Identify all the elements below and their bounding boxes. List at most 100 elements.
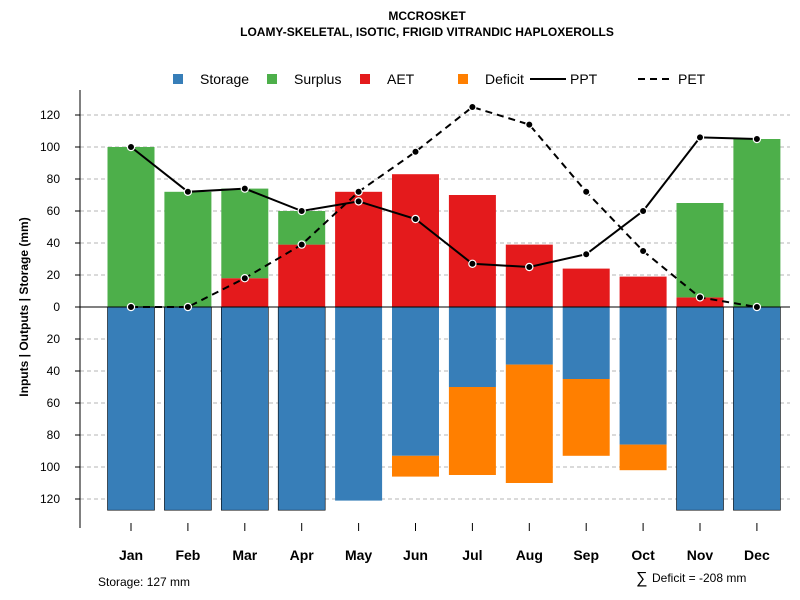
aet-bar — [392, 174, 439, 307]
pet-point — [525, 120, 534, 129]
deficit-sum-symbol: ∑ — [636, 570, 647, 587]
pet-point — [183, 302, 193, 312]
y-tick-label: 120 — [40, 108, 60, 122]
surplus-bar — [221, 188, 269, 279]
x-tick-label: Nov — [687, 547, 714, 563]
legend-label-aet: AET — [387, 71, 415, 87]
storage-bar — [277, 306, 326, 511]
storage-bar — [733, 306, 781, 511]
x-tick-label: Sep — [573, 547, 599, 563]
ppt-point — [468, 259, 477, 268]
legend-swatch-surplus — [267, 74, 277, 84]
storage-bar — [392, 307, 439, 456]
ppt-point — [638, 206, 648, 216]
aet-bar — [335, 191, 383, 307]
ppt-point — [411, 214, 420, 224]
chart-title: MCCROSKET — [388, 9, 466, 23]
pet-point — [638, 246, 648, 256]
surplus-bar — [676, 203, 724, 298]
storage-bar — [676, 306, 724, 511]
storage-bar — [562, 307, 610, 379]
ppt-point — [525, 262, 534, 272]
legend-swatch-aet — [360, 74, 370, 84]
pet-point — [411, 147, 420, 156]
ppt-point — [297, 206, 306, 216]
y-tick-label: 80 — [47, 428, 61, 442]
aet-bar — [221, 278, 269, 307]
series-lines — [130, 105, 758, 308]
ppt-point — [354, 197, 363, 206]
aet-bar — [619, 276, 667, 307]
y-tick-label: 20 — [47, 268, 61, 282]
y-axis-label: Inputs | Outputs | Storage (mm) — [17, 217, 31, 396]
legend: Storage Surplus AET Deficit PPT PET — [173, 71, 706, 87]
pet-point — [297, 240, 306, 249]
storage-bar — [107, 306, 155, 511]
y-tick-label: 80 — [47, 172, 61, 186]
aet-bar — [278, 244, 326, 307]
legend-label-surplus: Surplus — [294, 71, 341, 87]
aet-bar — [562, 268, 610, 307]
pet-point — [468, 102, 477, 112]
y-tick-label: 100 — [40, 140, 60, 154]
x-tick-label: Jan — [119, 547, 143, 563]
surplus-bar — [733, 139, 781, 307]
deficit-bar — [562, 379, 610, 456]
legend-label-deficit: Deficit — [485, 71, 524, 87]
pet-point — [240, 274, 249, 283]
storage-bar — [164, 306, 212, 511]
x-tick-label: Feb — [175, 547, 200, 563]
pet-point — [354, 187, 363, 196]
legend-label-ppt: PPT — [570, 71, 598, 87]
storage-note: Storage: 127 mm — [98, 575, 190, 589]
storage-bar — [505, 307, 553, 365]
ppt-point — [126, 142, 136, 152]
y-tick-label: 60 — [47, 204, 61, 218]
y-tick-label: 60 — [47, 396, 61, 410]
ppt-point — [183, 187, 193, 196]
bars — [107, 139, 781, 511]
ppt-point — [240, 184, 249, 193]
ppt-line — [130, 136, 757, 269]
y-tick-label: 0 — [53, 300, 60, 314]
pet-line — [131, 105, 758, 308]
y-axis-ticks: 120 100 80 60 40 20 0 20 40 60 80 100 120 — [40, 108, 80, 506]
storage-bar — [619, 307, 667, 445]
legend-label-pet: PET — [678, 71, 706, 87]
x-tick-label: Apr — [290, 547, 315, 563]
x-tick-label: May — [345, 547, 372, 563]
x-tick-label: Dec — [744, 547, 770, 563]
series-points — [126, 102, 762, 312]
aet-bar — [505, 244, 553, 307]
surplus-bar — [164, 191, 212, 307]
y-tick-label: 120 — [40, 492, 60, 506]
deficit-bar — [448, 387, 496, 475]
surplus-bar — [107, 147, 155, 307]
ppt-point — [695, 133, 705, 142]
ppt-point — [582, 249, 591, 259]
x-tick-label: Oct — [631, 547, 655, 563]
x-axis-ticks: Jan Feb Mar Apr May Jun Jul Aug Sep Oct Nov Dec — [119, 523, 770, 563]
pet-point — [752, 302, 762, 312]
legend-swatch-deficit — [458, 74, 468, 84]
storage-bar — [335, 307, 383, 501]
legend-swatch-storage — [173, 74, 183, 84]
deficit-note: Deficit = -208 mm — [652, 571, 746, 585]
pet-point — [582, 187, 591, 196]
x-tick-label: Jul — [462, 547, 482, 563]
chart-subtitle: LOAMY-SKELETAL, ISOTIC, FRIGID VITRANDIC… — [240, 25, 614, 39]
pet-point — [695, 293, 705, 302]
aet-bar — [676, 297, 724, 307]
x-tick-label: Aug — [516, 547, 543, 563]
x-tick-label: Jun — [403, 547, 428, 563]
deficit-bar — [619, 444, 667, 471]
y-tick-label: 40 — [47, 236, 61, 250]
ppt-point — [752, 134, 762, 144]
y-tick-label: 40 — [47, 364, 61, 378]
surplus-bar — [278, 211, 326, 245]
deficit-bar — [505, 364, 553, 483]
legend-label-storage: Storage — [200, 71, 249, 87]
y-tick-label: 100 — [40, 460, 60, 474]
pet-point — [126, 302, 136, 312]
